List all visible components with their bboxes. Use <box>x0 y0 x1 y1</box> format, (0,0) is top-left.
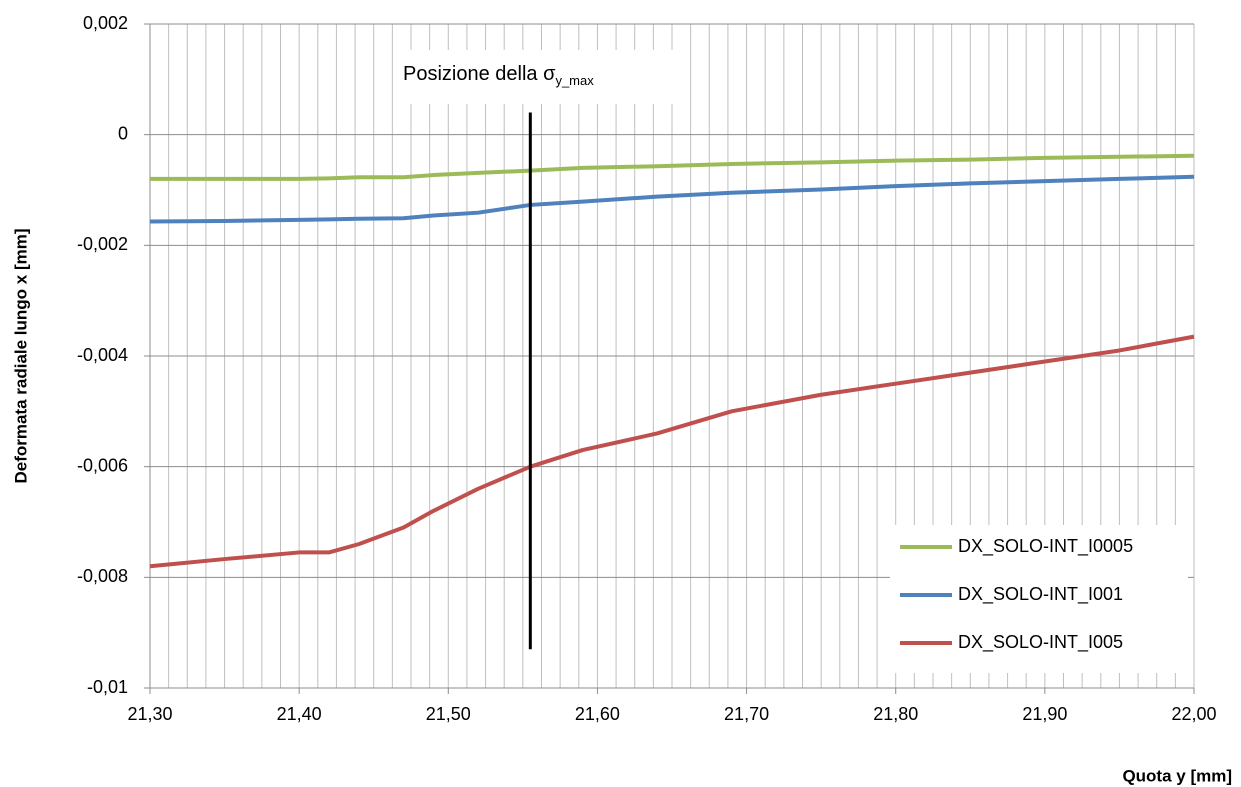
x-tick-label: 22,00 <box>1171 704 1216 724</box>
x-tick-label: 21,90 <box>1022 704 1067 724</box>
y-axis-title: Deformata radiale lungo x [mm] <box>11 228 30 483</box>
annotation: Posizione della σy_max <box>403 63 594 88</box>
x-tick-label: 21,50 <box>426 704 471 724</box>
legend-label: DX_SOLO-INT_I001 <box>958 584 1123 605</box>
annotation-subscript: y_max <box>555 73 594 88</box>
x-tick-label: 21,70 <box>724 704 769 724</box>
x-tick-label: 21,30 <box>127 704 172 724</box>
y-tick-label: -0,008 <box>77 566 128 586</box>
annotation-box <box>395 50 685 104</box>
series-line <box>149 174 1195 224</box>
y-tick-label: -0,01 <box>87 677 128 697</box>
y-tick-label: -0,002 <box>77 234 128 254</box>
x-axis-title: Quota y [mm] <box>1122 766 1232 785</box>
y-tick-label: -0,004 <box>77 345 128 365</box>
legend-label: DX_SOLO-INT_I0005 <box>958 536 1133 557</box>
series-line <box>149 334 1195 569</box>
x-tick-label: 21,80 <box>873 704 918 724</box>
y-tick-label: 0,002 <box>83 13 128 33</box>
x-tick-label: 21,60 <box>575 704 620 724</box>
annotation-text: Posizione della σ <box>403 63 556 85</box>
legend-label: DX_SOLO-INT_I005 <box>958 632 1123 653</box>
legend-box <box>890 525 1188 673</box>
y-tick-label: 0 <box>118 123 128 143</box>
x-tick-label: 21,40 <box>277 704 322 724</box>
y-tick-label: -0,006 <box>77 455 128 475</box>
series-line <box>150 153 1195 181</box>
